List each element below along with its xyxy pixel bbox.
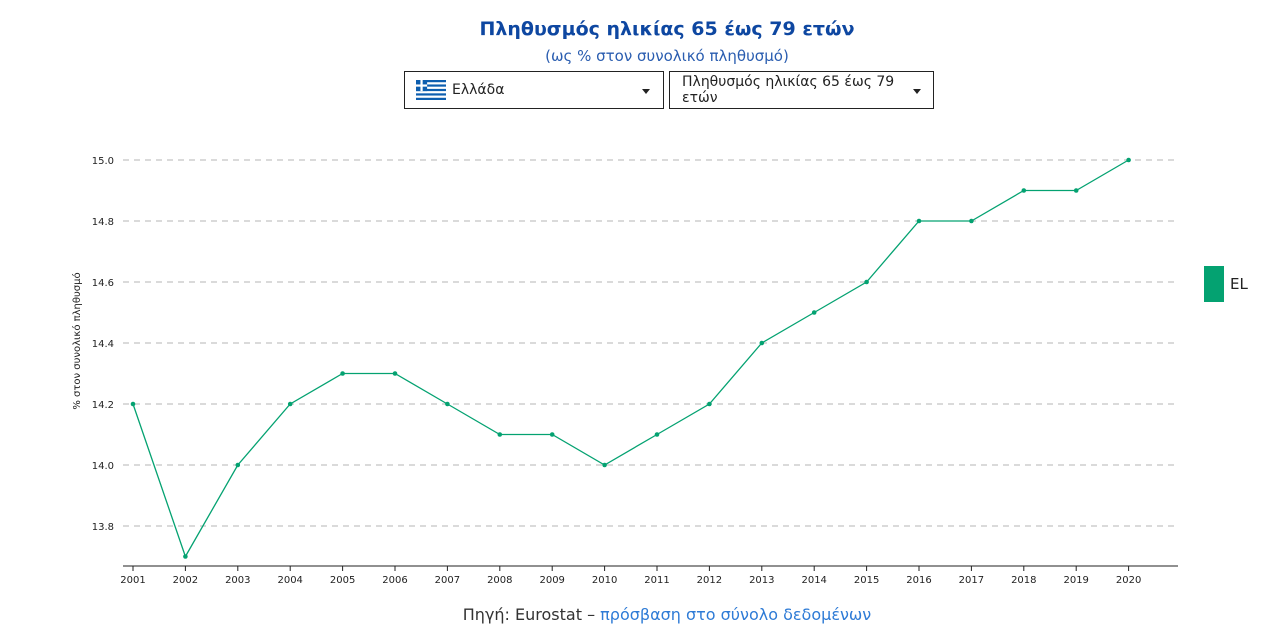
series-el bbox=[130, 157, 1131, 559]
source-line: Πηγή: Eurostat – πρόσβαση στο σύνολο δεδ… bbox=[0, 605, 1280, 624]
data-point[interactable] bbox=[549, 432, 555, 437]
x-tick-label: 2012 bbox=[697, 575, 722, 586]
data-point[interactable] bbox=[287, 401, 293, 407]
data-point[interactable] bbox=[445, 401, 450, 407]
country-dropdown-value: Ελλάδα bbox=[452, 82, 505, 98]
x-axis: 2001 2002 2003 2004 2005 2006 2007 2008 2009 2010… bbox=[120, 565, 1178, 586]
data-point[interactable] bbox=[654, 432, 660, 437]
x-tick-label: 2005 bbox=[330, 575, 355, 586]
chart-legend[interactable]: EL bbox=[1204, 266, 1248, 302]
y-axis-label: % στον συνολικό πληθυσμό bbox=[71, 272, 83, 409]
x-tick-label: 2020 bbox=[1116, 575, 1141, 586]
y-tick-label: 14.8 bbox=[92, 217, 114, 228]
x-tick-label: 2001 bbox=[120, 575, 145, 586]
chart-subtitle: (ως % στον συνολικό πληθυσμό) bbox=[545, 47, 789, 65]
source-prefix: Πηγή: Eurostat – bbox=[462, 605, 596, 624]
data-point[interactable] bbox=[497, 432, 503, 437]
x-tick-label: 2013 bbox=[749, 575, 774, 586]
data-point[interactable] bbox=[602, 462, 607, 468]
x-tick-label: 2018 bbox=[1011, 575, 1036, 586]
y-tick-label: 13.8 bbox=[92, 522, 114, 533]
y-tick-label: 14.6 bbox=[92, 278, 114, 289]
x-tick-label: 2016 bbox=[906, 575, 931, 586]
data-point[interactable] bbox=[969, 218, 974, 224]
indicator-dropdown-value: Πληθυσμός ηλικίας 65 έως 79 ετών bbox=[682, 74, 895, 106]
x-tick-label: 2006 bbox=[382, 575, 407, 586]
series-line-el bbox=[132, 159, 1129, 559]
indicator-dropdown[interactable]: Πληθυσμός ηλικίας 65 έως 79 ετών bbox=[669, 71, 934, 109]
chevron-down-icon bbox=[913, 89, 921, 94]
x-tick-label: 2015 bbox=[854, 575, 879, 586]
dataset-access-link[interactable]: πρόσβαση στο σύνολο δεδομένων bbox=[600, 605, 872, 624]
line-chart: 13.814.014.214.414.614.815.0 2001 2002 200… bbox=[71, 156, 1178, 586]
x-tick-label: 2003 bbox=[225, 575, 250, 586]
data-point[interactable] bbox=[1021, 188, 1027, 193]
x-tick-label: 2002 bbox=[173, 575, 198, 586]
greece-flag-icon bbox=[416, 80, 446, 100]
data-point[interactable] bbox=[759, 340, 765, 346]
data-point[interactable] bbox=[811, 310, 817, 315]
x-tick-label: 2017 bbox=[959, 575, 984, 586]
data-point[interactable] bbox=[392, 371, 398, 376]
x-tick-label: 2008 bbox=[487, 575, 512, 586]
data-point[interactable] bbox=[183, 554, 188, 559]
chevron-down-icon bbox=[642, 89, 650, 94]
x-tick-label: 2007 bbox=[435, 575, 460, 586]
x-tick-label: 2010 bbox=[592, 575, 617, 586]
y-tick-label: 15.0 bbox=[92, 156, 114, 167]
y-axis-ticks: 13.8 14.0 14.2 14.4 14.6 14.8 15.0 bbox=[92, 156, 114, 533]
legend-label-el: EL bbox=[1230, 275, 1248, 293]
y-tick-label: 14.4 bbox=[92, 339, 114, 350]
chart-title: Πληθυσμός ηλικίας 65 έως 79 ετών bbox=[479, 18, 855, 40]
data-point[interactable] bbox=[235, 462, 241, 468]
data-point[interactable] bbox=[1126, 157, 1131, 163]
y-tick-label: 14.2 bbox=[92, 400, 114, 411]
x-tick-label: 2019 bbox=[1063, 575, 1088, 586]
data-point[interactable] bbox=[864, 279, 869, 285]
y-tick-label: 14.0 bbox=[92, 461, 114, 472]
data-point[interactable] bbox=[130, 401, 136, 407]
legend-swatch-el bbox=[1204, 266, 1224, 302]
x-tick-label: 2011 bbox=[644, 575, 669, 586]
x-tick-label: 2009 bbox=[539, 575, 564, 586]
chart-gridlines bbox=[123, 159, 1178, 527]
data-point[interactable] bbox=[340, 371, 345, 376]
data-point[interactable] bbox=[1073, 188, 1079, 193]
country-dropdown[interactable]: Ελλάδα bbox=[404, 71, 664, 109]
data-point[interactable] bbox=[707, 401, 712, 407]
x-tick-label: 2004 bbox=[277, 575, 302, 586]
x-tick-label: 2014 bbox=[801, 575, 826, 586]
data-point[interactable] bbox=[916, 218, 922, 224]
